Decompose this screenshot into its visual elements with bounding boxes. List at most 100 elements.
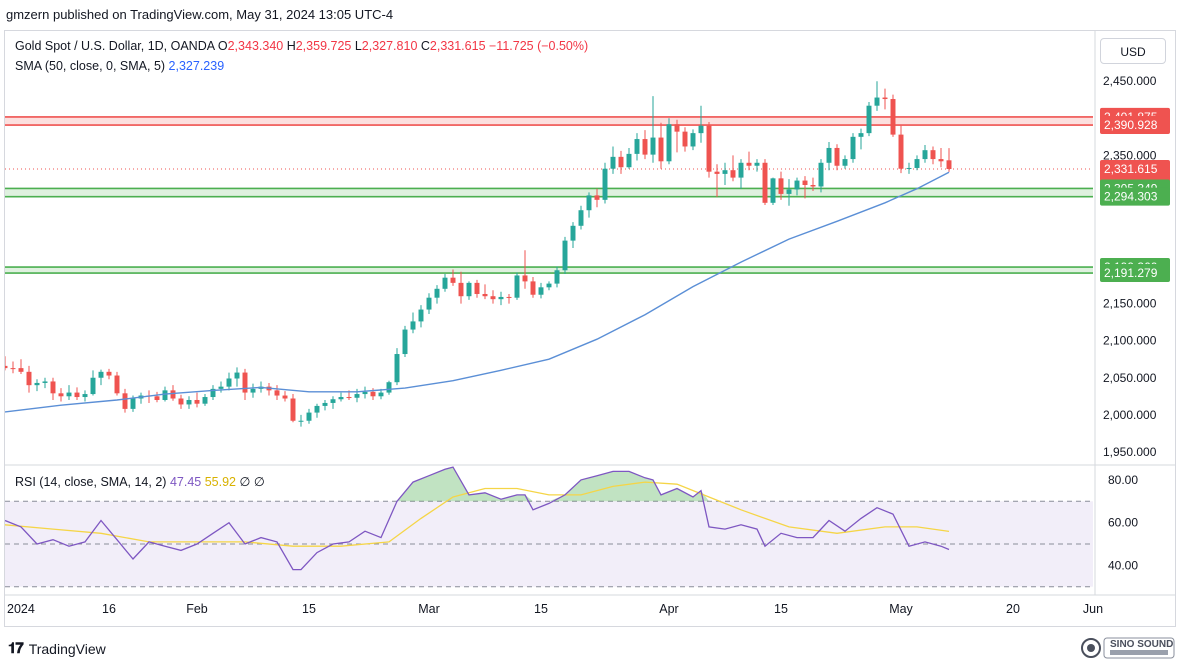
candle-body-36 bbox=[290, 398, 296, 421]
sma-legend[interactable]: SMA (50, close, 0, SMA, 5) 2,327.239 bbox=[15, 59, 224, 73]
candle-body-82 bbox=[658, 137, 664, 162]
tradingview-mark-icon: 𝟏𝟕 bbox=[8, 640, 24, 657]
candle-body-85 bbox=[682, 131, 688, 147]
candle-body-11 bbox=[90, 377, 96, 395]
rsi-axis-label: 80.00 bbox=[1108, 473, 1138, 487]
candle-body-44 bbox=[354, 394, 360, 398]
candle-body-98 bbox=[786, 189, 792, 194]
candle-body-53 bbox=[426, 297, 432, 310]
candle-body-23 bbox=[186, 399, 192, 405]
price-tag-text: 2,390.928 bbox=[1104, 118, 1158, 132]
price-tag-text: 2,191.279 bbox=[1104, 266, 1158, 280]
candle-body-24 bbox=[194, 399, 200, 404]
candle-body-112 bbox=[898, 134, 904, 169]
candle-body-68 bbox=[546, 283, 552, 288]
candle-body-58 bbox=[466, 282, 472, 297]
sma-label: SMA (50, close, 0, SMA, 5) bbox=[15, 59, 166, 73]
candle-body-61 bbox=[490, 296, 496, 300]
open-label: O bbox=[217, 39, 228, 53]
candle-body-46 bbox=[370, 391, 376, 397]
candle-body-9 bbox=[74, 392, 80, 398]
candle-body-29 bbox=[234, 372, 240, 379]
candle-body-34 bbox=[274, 390, 280, 396]
candle-body-57 bbox=[458, 282, 464, 297]
rsi-label: RSI (14, close, SMA, 14, 2) bbox=[15, 475, 167, 489]
candle-body-15 bbox=[122, 393, 128, 409]
time-axis-label: 15 bbox=[774, 602, 788, 616]
candle-body-102 bbox=[818, 162, 824, 187]
candle-body-30 bbox=[242, 372, 248, 393]
candle-body-35 bbox=[282, 395, 288, 399]
candle-body-31 bbox=[250, 388, 256, 393]
candle-body-90 bbox=[722, 170, 728, 174]
price-axis-label: 1,950.000 bbox=[1103, 445, 1157, 459]
low-label: L bbox=[354, 39, 362, 53]
candle-body-42 bbox=[338, 397, 344, 400]
candle-body-60 bbox=[482, 293, 488, 297]
price-tag-bg-6 bbox=[1100, 264, 1170, 283]
time-axis-label: Jun bbox=[1083, 602, 1103, 616]
candle-body-52 bbox=[418, 309, 424, 322]
time-axis-label: May bbox=[889, 602, 913, 616]
candle-body-76 bbox=[610, 156, 616, 169]
candle-body-86 bbox=[690, 133, 696, 147]
candle-body-106 bbox=[850, 136, 856, 160]
tradingview-logo[interactable]: 𝟏𝟕 TradingView bbox=[8, 640, 106, 657]
candle-body-48 bbox=[386, 382, 392, 393]
candle-body-6 bbox=[50, 381, 56, 394]
candle-body-50 bbox=[402, 329, 408, 355]
candle-body-74 bbox=[594, 195, 600, 200]
zone-support-1 bbox=[5, 188, 1093, 197]
change-value: −11.725 (−0.50%) bbox=[489, 39, 589, 53]
candle-body-101 bbox=[810, 185, 816, 187]
price-tag-4: 2,294.303 bbox=[1100, 187, 1170, 206]
candle-body-107 bbox=[858, 133, 864, 137]
candle-body-63 bbox=[506, 296, 512, 298]
rsi-axis-label: 60.00 bbox=[1108, 516, 1138, 530]
candle-body-65 bbox=[522, 275, 528, 282]
price-axis-label: 2,050.000 bbox=[1103, 371, 1157, 385]
candle-body-56 bbox=[450, 277, 456, 283]
candle-body-105 bbox=[842, 159, 848, 166]
time-axis-label: 20 bbox=[1006, 602, 1020, 616]
chart-canvas[interactable]: 1,950.000 2,000.000 2,050.000 2,100.000 2,15… bbox=[5, 31, 1175, 626]
candle-body-54 bbox=[434, 288, 440, 298]
rsi-legend[interactable]: RSI (14, close, SMA, 14, 2) 47.45 55.92 … bbox=[15, 474, 265, 489]
candle-body-0 bbox=[5, 365, 8, 369]
candle-body-66 bbox=[530, 281, 536, 295]
candle-body-67 bbox=[538, 287, 544, 295]
candle-body-81 bbox=[650, 137, 656, 155]
candle-body-118 bbox=[946, 160, 952, 169]
candle-body-72 bbox=[578, 210, 584, 226]
candle-body-21 bbox=[170, 390, 176, 399]
candle-body-97 bbox=[778, 178, 784, 194]
rsi-na-1: ∅ bbox=[239, 475, 251, 489]
candle-body-108 bbox=[866, 105, 872, 134]
chart-background bbox=[5, 31, 1175, 626]
time-axis-label: Mar bbox=[418, 602, 440, 616]
candle-body-88 bbox=[706, 125, 712, 172]
price-tag-text: 2,294.303 bbox=[1104, 190, 1158, 204]
price-axis-label: 2,150.000 bbox=[1103, 297, 1157, 311]
candle-body-7 bbox=[58, 393, 64, 397]
candle-body-41 bbox=[330, 399, 336, 403]
publisher-text: gmzern published on TradingView.com, May… bbox=[6, 7, 394, 22]
rsi-na-2: ∅ bbox=[253, 475, 265, 489]
watermark-text: SINO SOUND bbox=[1110, 639, 1173, 650]
time-axis-label: Feb bbox=[186, 602, 208, 616]
footer: 𝟏𝟕 TradingView SINO SOUND bbox=[0, 630, 1180, 666]
chart-frame[interactable]: 1,950.000 2,000.000 2,050.000 2,100.000 2,15… bbox=[4, 30, 1176, 627]
symbol-name[interactable]: Gold Spot / U.S. Dollar, 1D, OANDA bbox=[15, 39, 215, 53]
price-tag-text: 2,331.615 bbox=[1104, 162, 1158, 176]
rsi-ma-line bbox=[5, 481, 950, 547]
candle-body-26 bbox=[210, 388, 216, 398]
candle-body-22 bbox=[178, 398, 184, 405]
open-value: 2,343.340 bbox=[227, 39, 284, 53]
price-tag-bg-4 bbox=[1100, 187, 1170, 206]
candle-body-96 bbox=[770, 178, 776, 203]
candle-body-77 bbox=[618, 156, 624, 168]
candle-body-20 bbox=[162, 390, 168, 400]
candle-body-92 bbox=[738, 162, 744, 178]
currency-button[interactable]: USD bbox=[1100, 38, 1166, 64]
candle-body-114 bbox=[914, 159, 920, 168]
